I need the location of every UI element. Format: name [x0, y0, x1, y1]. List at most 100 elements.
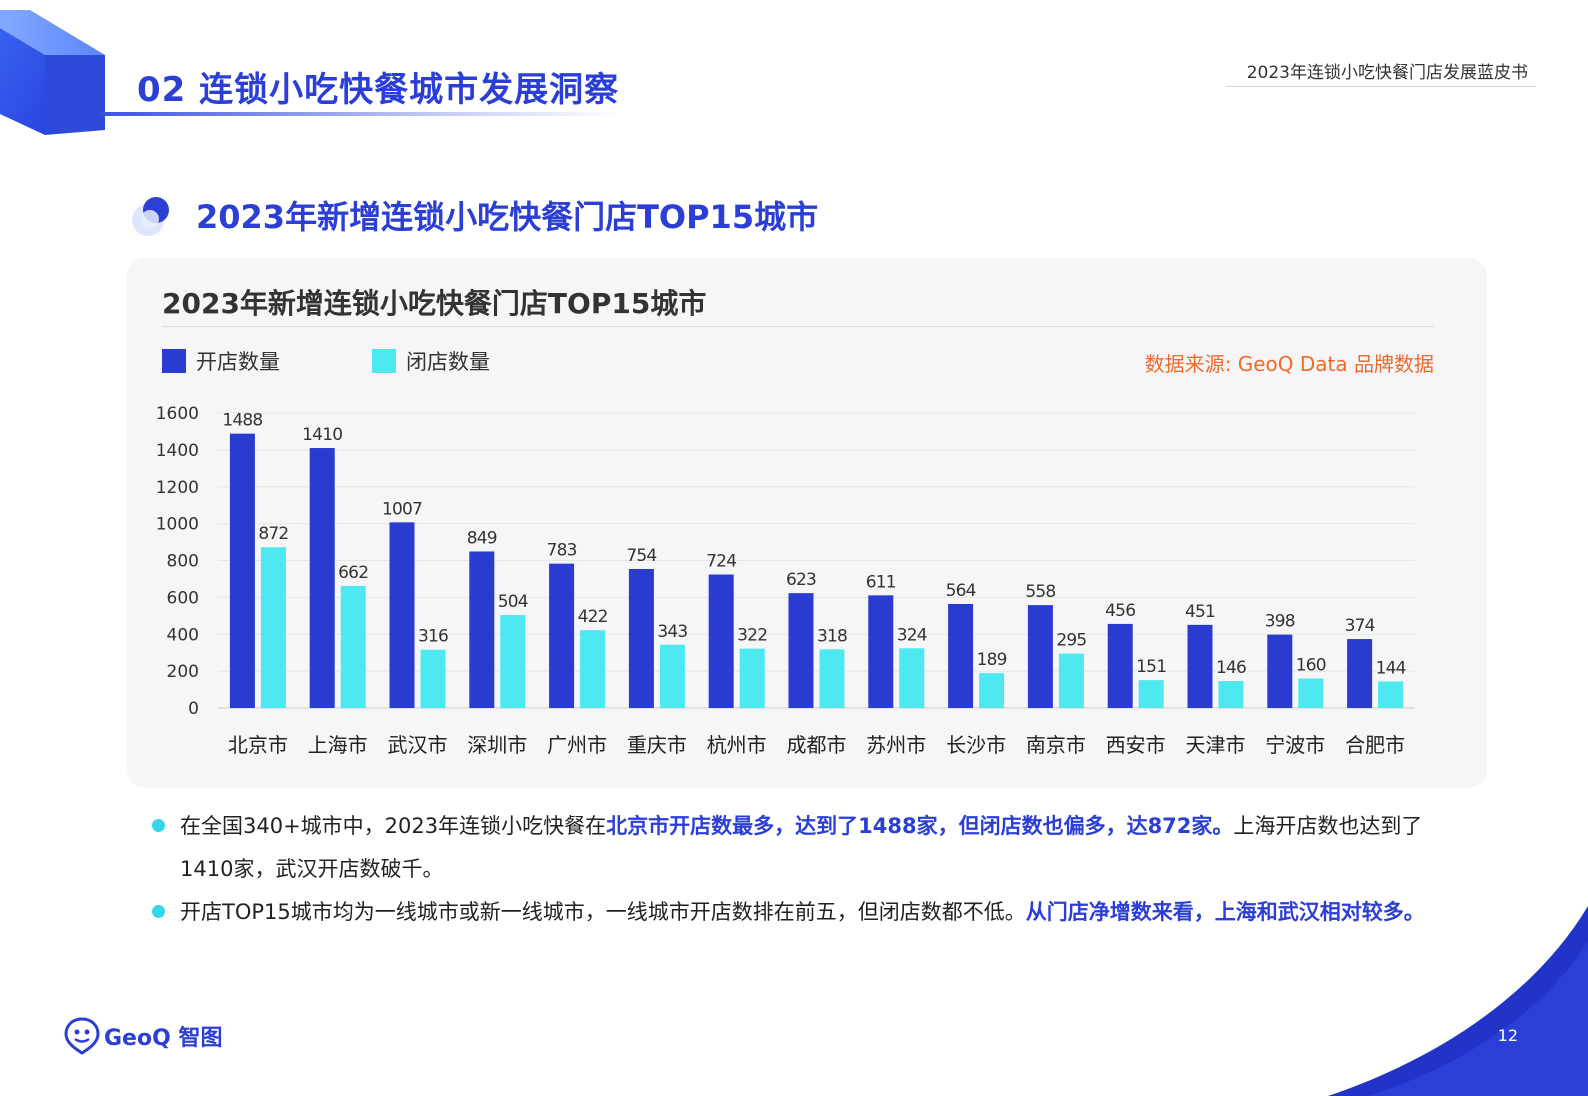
bullet-list: 在全国340+城市中，2023年连锁小吃快餐在北京市开店数最多，达到了1488家… — [150, 805, 1470, 934]
x-tick-label: 杭州市 — [707, 733, 767, 757]
data-label: 144 — [1376, 658, 1406, 678]
y-tick-label: 1600 — [156, 404, 199, 424]
bullet-text: 在全国340+城市中，2023年连锁小吃快餐在 — [180, 814, 607, 838]
bar-close — [979, 673, 1005, 708]
data-source-note: 数据来源: GeoQ Data 品牌数据 — [1144, 352, 1434, 376]
y-tick-label: 0 — [188, 699, 199, 719]
y-tick-label: 600 — [167, 588, 199, 608]
x-tick-label: 深圳市 — [467, 733, 527, 757]
data-label: 623 — [786, 570, 816, 590]
bullet-text: 开店TOP15城市均为一线城市或新一线城市，一线城市开店数排在前五，但闭店数都不… — [180, 900, 1026, 924]
bar-open — [469, 551, 495, 708]
bar-open — [1027, 605, 1053, 708]
x-tick-label: 北京市 — [228, 733, 288, 757]
corner-decoration — [1328, 906, 1588, 1096]
data-label: 322 — [737, 626, 767, 646]
report-name: 2023年连锁小吃快餐门店发展蓝皮书 — [1246, 63, 1528, 83]
x-tick-label: 西安市 — [1106, 733, 1166, 757]
y-tick-label: 1000 — [156, 515, 199, 535]
bar-open — [549, 563, 575, 708]
bullet-dot — [152, 905, 165, 918]
bubble-icon — [132, 197, 169, 236]
x-tick-label: 成都市 — [787, 733, 847, 757]
data-label: 374 — [1345, 616, 1375, 636]
bar-open — [229, 433, 255, 708]
bar-close — [1138, 680, 1164, 708]
legend-label-open: 开店数量 — [196, 350, 280, 374]
bar-close — [500, 615, 526, 708]
data-label: 754 — [626, 546, 656, 566]
legend-label-close: 闭店数量 — [406, 350, 490, 374]
legend-item-close: 闭店数量 — [372, 348, 490, 374]
data-label: 146 — [1216, 658, 1246, 678]
x-tick-label: 天津市 — [1186, 733, 1246, 757]
data-label: 160 — [1296, 656, 1326, 676]
bullet-highlight-text: 从门店净增数来看，上海和武汉相对较多。 — [1025, 900, 1425, 924]
x-tick-label: 重庆市 — [627, 733, 687, 757]
data-label: 662 — [338, 563, 368, 583]
data-label: 724 — [706, 552, 736, 572]
data-label: 564 — [946, 581, 976, 601]
bar-close — [420, 649, 446, 708]
bar-open — [628, 568, 654, 708]
bar-close — [659, 644, 685, 708]
bar-open — [309, 448, 335, 708]
bar-close — [1218, 681, 1244, 708]
section-title: 02 连锁小吃快餐城市发展洞察 — [137, 70, 620, 110]
bar-open — [708, 574, 734, 708]
bar-open — [1107, 623, 1133, 708]
chart-title-divider — [162, 326, 1434, 327]
bar-close — [819, 649, 845, 708]
legend-item-open: 开店数量 — [162, 348, 280, 374]
data-label: 872 — [258, 524, 288, 544]
bar-close — [1378, 681, 1404, 708]
x-tick-label: 苏州市 — [866, 733, 926, 757]
chart-title: 2023年新增连锁小吃快餐门店TOP15城市 — [162, 287, 707, 320]
bar-open — [1187, 624, 1213, 708]
data-label: 504 — [498, 592, 528, 612]
logo-pin-icon — [64, 1017, 100, 1055]
bar-open — [788, 593, 814, 708]
logo-text: GeoQ 智图 — [104, 1026, 223, 1051]
bar-close — [1058, 653, 1084, 708]
bullet-item: 开店TOP15城市均为一线城市或新一线城市，一线城市开店数排在前五，但闭店数都不… — [150, 891, 1470, 934]
data-label: 611 — [866, 572, 896, 592]
bar-open — [1347, 639, 1373, 708]
legend-swatch-open — [162, 349, 186, 373]
bar-close — [580, 630, 606, 708]
data-label: 343 — [657, 622, 687, 642]
data-label: 422 — [578, 607, 608, 627]
bar-close — [1298, 678, 1324, 708]
bullet-dot — [152, 819, 165, 832]
bar-close — [260, 547, 286, 708]
y-tick-label: 1200 — [156, 478, 199, 498]
x-tick-label: 南京市 — [1026, 733, 1086, 757]
legend-swatch-close — [372, 349, 396, 373]
x-tick-label: 宁波市 — [1265, 733, 1325, 757]
y-tick-label: 1400 — [156, 441, 199, 461]
data-label: 398 — [1265, 612, 1295, 632]
bar-open — [948, 604, 974, 708]
page-number: 12 — [1497, 1026, 1518, 1045]
bar-open — [389, 522, 415, 708]
bar-open — [868, 595, 894, 708]
data-label: 456 — [1105, 601, 1135, 621]
x-tick-label: 武汉市 — [388, 733, 448, 757]
data-label: 849 — [467, 528, 497, 548]
y-tick-label: 400 — [167, 625, 199, 645]
bar-close — [340, 585, 366, 708]
data-label: 1007 — [382, 499, 422, 519]
y-tick-label: 200 — [167, 662, 199, 682]
data-label: 151 — [1136, 657, 1166, 677]
geoq-logo: GeoQ 智图 — [64, 1017, 222, 1055]
bar-close — [739, 648, 765, 708]
bullet-text: 上海开店数也达到了1410家，武汉开店数破千。 — [180, 814, 1423, 881]
data-label: 1410 — [302, 425, 342, 445]
decorative-cube — [0, 10, 105, 135]
y-tick-label: 800 — [167, 552, 199, 572]
bar-open — [1267, 634, 1293, 708]
x-tick-label: 上海市 — [308, 733, 368, 757]
x-tick-label: 合肥市 — [1345, 733, 1405, 757]
title-underline — [100, 112, 620, 116]
